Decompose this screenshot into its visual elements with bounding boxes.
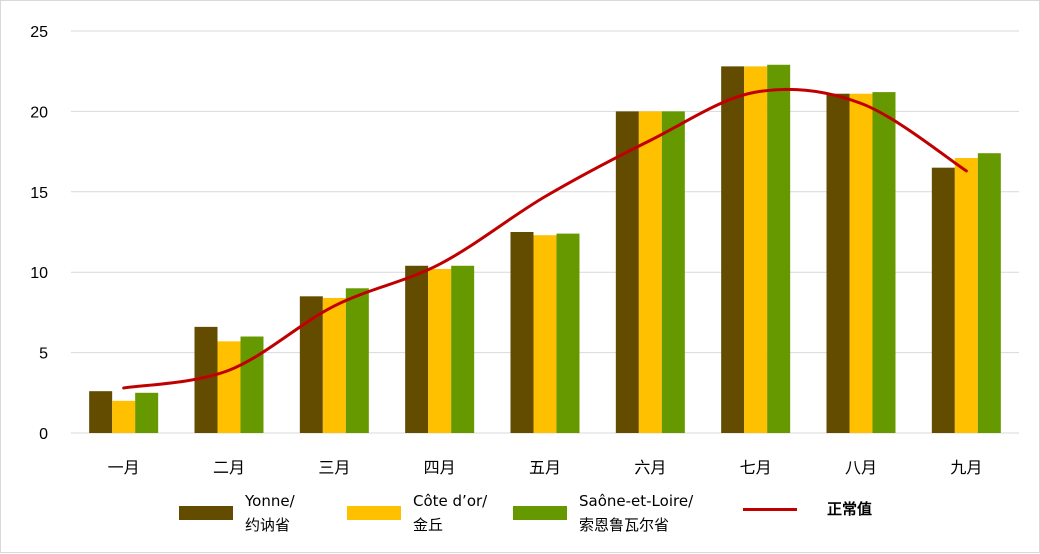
y-tick-label: 10 <box>30 265 48 282</box>
bar <box>977 153 1001 433</box>
bar <box>299 296 323 433</box>
y-tick-label: 0 <box>39 426 48 443</box>
normal-line <box>122 87 968 390</box>
x-tick-label: 一月 <box>108 458 140 477</box>
legend-item-cote-dor: Côte d’or/ 金丘 <box>347 489 487 537</box>
y-tick-label: 20 <box>30 104 48 121</box>
bar <box>661 111 685 434</box>
x-tick-label: 八月 <box>845 458 877 477</box>
y-tick-label: 25 <box>30 24 48 41</box>
x-tick-label: 四月 <box>424 458 456 477</box>
legend-label-cote-dor: Côte d’or/ 金丘 <box>413 492 488 534</box>
legend-label-normal: 正常值 <box>827 500 873 518</box>
legend-swatch-cote-dor <box>347 506 401 520</box>
bar <box>533 235 557 433</box>
x-tick-label: 七月 <box>740 458 772 477</box>
bar <box>556 233 580 433</box>
bar <box>322 297 346 433</box>
y-tick-label: 15 <box>30 185 48 202</box>
x-tick-label: 九月 <box>950 458 982 477</box>
bar <box>767 64 791 433</box>
legend-swatch-normal <box>743 507 797 511</box>
legend: Yonne/ 约讷省 Côte d’or/ 金丘 Saône-et-Loire/… <box>1 489 1040 549</box>
bar <box>135 392 159 433</box>
bar <box>954 158 978 434</box>
bar <box>194 326 218 433</box>
bar <box>615 111 639 434</box>
legend-label-yonne: Yonne/ 约讷省 <box>245 492 295 534</box>
bar <box>872 92 896 433</box>
x-tick-label: 五月 <box>529 458 561 477</box>
bar <box>638 111 662 434</box>
legend-label-saone-et-loire: Saône-et-Loire/ 索恩鲁瓦尔省 <box>579 492 694 534</box>
x-tick-label: 三月 <box>318 458 350 477</box>
x-tick-label: 二月 <box>213 458 245 477</box>
bar <box>217 341 241 433</box>
bar <box>510 232 534 433</box>
bar <box>345 288 369 433</box>
y-tick-label: 5 <box>39 346 48 363</box>
bar <box>931 167 955 433</box>
bar <box>826 93 850 433</box>
legend-item-saone-et-loire: Saône-et-Loire/ 索恩鲁瓦尔省 <box>513 489 693 537</box>
bar <box>744 66 768 433</box>
bar <box>112 400 136 433</box>
bar <box>405 265 429 433</box>
bar <box>451 265 475 433</box>
legend-item-yonne: Yonne/ 约讷省 <box>179 489 295 537</box>
legend-swatch-saone-et-loire <box>513 506 567 520</box>
legend-swatch-yonne <box>179 506 233 520</box>
bar <box>428 268 452 433</box>
bar <box>721 66 745 433</box>
bar <box>849 93 873 433</box>
x-tick-label: 六月 <box>634 458 666 477</box>
legend-item-normal: 正常值 <box>743 497 872 521</box>
bar <box>240 336 264 433</box>
bar <box>89 391 113 433</box>
